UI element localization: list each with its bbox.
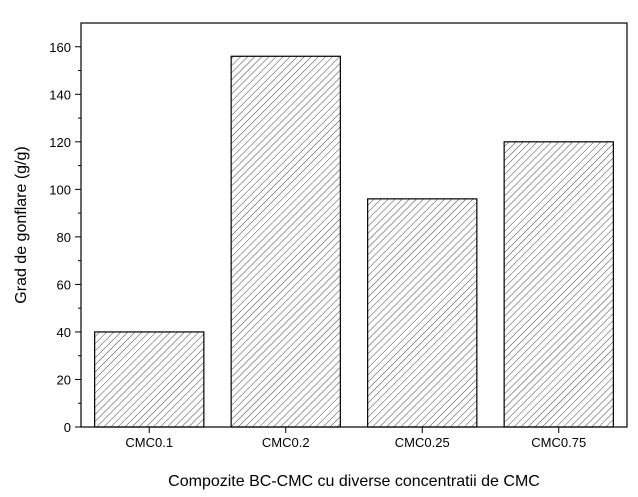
y-tick-label: 60 — [57, 277, 71, 292]
y-tick-label: 40 — [57, 325, 71, 340]
y-tick-label: 0 — [64, 420, 71, 435]
y-tick-label: 20 — [57, 372, 71, 387]
y-tick-label: 100 — [49, 182, 71, 197]
y-tick-label: 160 — [49, 40, 71, 55]
x-tick-label: CMC0.25 — [395, 435, 450, 450]
bar-cmc0-75 — [503, 141, 614, 428]
bars — [94, 55, 614, 428]
x-tick-label: CMC0.75 — [531, 435, 586, 450]
y-tick-label: 80 — [57, 230, 71, 245]
x-axis: CMC0.1 CMC0.2 CMC0.25 CMC0.75 — [125, 427, 586, 450]
bar-cmc0-25 — [367, 198, 478, 428]
x-tick-label: CMC0.2 — [262, 435, 310, 450]
bar-cmc0-1 — [94, 331, 205, 428]
y-tick-label: 140 — [49, 87, 71, 102]
y-axis-title: Grad de gonflare (g/g) — [13, 146, 30, 303]
bar-cmc0-2 — [230, 55, 341, 428]
plot-frame — [80, 22, 628, 428]
x-tick-label: CMC0.1 — [125, 435, 173, 450]
y-tick-label: 120 — [49, 135, 71, 150]
y-axis: 0 20 40 60 80 100 120 140 160 — [49, 40, 81, 435]
x-axis-title: Compozite BC-CMC cu diverse concentratii… — [168, 473, 540, 490]
